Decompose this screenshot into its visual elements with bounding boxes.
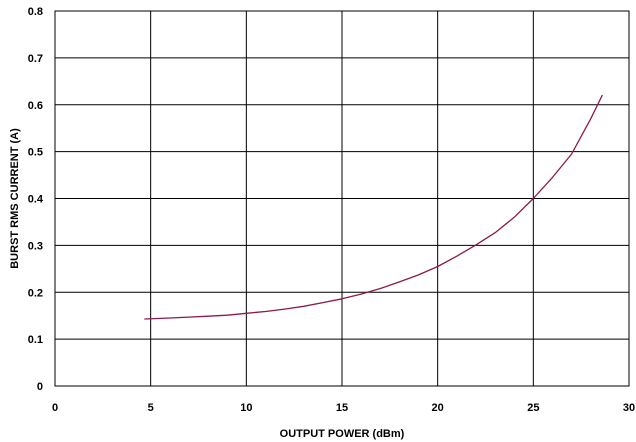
y-axis-title: BURST RMS CURRENT (A) xyxy=(9,128,21,269)
x-axis-title: OUTPUT POWER (dBm) xyxy=(280,428,405,440)
y-tick-label: 0 xyxy=(37,381,43,393)
y-tick-label: 0.1 xyxy=(28,334,43,346)
y-tick-label: 0.3 xyxy=(28,240,43,252)
x-tick-label: 25 xyxy=(527,402,539,414)
y-tick-label: 0.4 xyxy=(28,194,44,206)
x-tick-label: 30 xyxy=(623,402,635,414)
y-tick-label: 0.5 xyxy=(28,147,43,159)
x-tick-label: 20 xyxy=(432,402,444,414)
y-tick-label: 0.6 xyxy=(28,100,43,112)
x-tick-label: 0 xyxy=(52,402,58,414)
grid-lines xyxy=(55,11,629,386)
y-tick-labels: 0 0.1 0.2 0.3 0.4 0.5 0.6 0.7 0.8 xyxy=(28,6,44,393)
y-tick-label: 0.7 xyxy=(28,53,43,65)
y-tick-label: 0.8 xyxy=(28,6,43,18)
y-tick-label: 0.2 xyxy=(28,287,43,299)
x-tick-labels: 0 5 10 15 20 25 30 xyxy=(52,402,635,414)
x-tick-label: 15 xyxy=(336,402,348,414)
x-tick-label: 5 xyxy=(148,402,154,414)
x-tick-label: 10 xyxy=(240,402,252,414)
